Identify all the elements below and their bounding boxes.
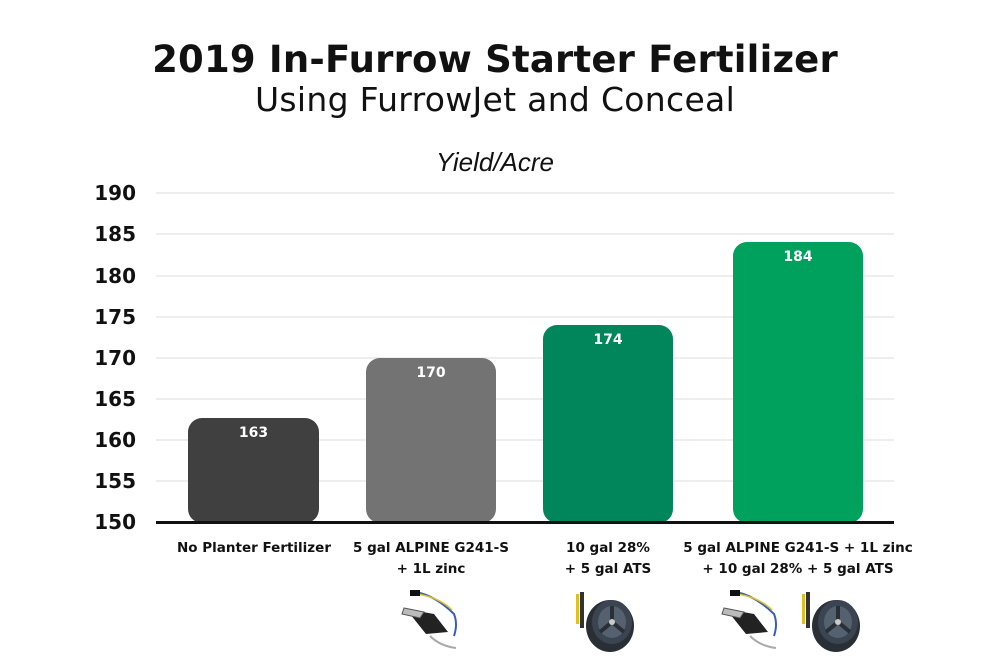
category-label: 5 gal ALPINE G241-S + 1L zinc + 10 gal 2… (668, 538, 928, 580)
bar-full-program: 184 (733, 242, 863, 523)
category-label-line: 5 gal ALPINE G241-S (353, 540, 509, 556)
gridline-160 (156, 439, 894, 441)
bar-28-ats: 174 (543, 325, 673, 523)
y-tick: 175 (94, 305, 136, 329)
x-axis-baseline (156, 521, 894, 524)
category-label: No Planter Fertilizer (154, 538, 354, 559)
bar-value-label: 170 (416, 365, 446, 381)
category-label-line: + 10 gal 28% + 5 gal ATS (702, 561, 894, 577)
axis-caption: Yield/Acre (435, 147, 555, 177)
gridline-180 (156, 275, 894, 277)
y-tick: 165 (94, 387, 136, 411)
y-tick: 150 (94, 510, 136, 534)
y-tick: 185 (94, 222, 136, 246)
bar-alpine-zinc: 170 (366, 358, 496, 523)
gridline-170 (156, 357, 894, 359)
chart-subtitle: Using FurrowJet and Conceal (254, 80, 736, 119)
category-label: 5 gal ALPINE G241-S + 1L zinc (331, 538, 531, 580)
gridline-185 (156, 233, 894, 235)
y-tick: 170 (94, 346, 136, 370)
bar-no-planter-fertilizer: 163 (188, 418, 319, 523)
furrowjet-device-icon (401, 590, 457, 649)
category-label-line: 5 gal ALPINE G241-S + 1L zinc (683, 540, 913, 556)
conceal-device-icon (802, 592, 860, 652)
furrowjet-device-icon (721, 590, 777, 649)
category-label-line: 10 gal 28% (566, 540, 650, 556)
bar-value-label: 184 (783, 249, 813, 265)
gridline-165 (156, 398, 894, 400)
category-label-line: + 1L zinc (396, 561, 466, 577)
chart-title: 2019 In-Furrow Starter Fertilizer (152, 38, 838, 81)
y-tick: 155 (94, 469, 136, 493)
y-tick: 190 (94, 181, 136, 205)
conceal-device-icon (576, 592, 634, 652)
gridline-175 (156, 316, 894, 318)
gridline-155 (156, 480, 894, 482)
category-label-line: No Planter Fertilizer (177, 540, 331, 556)
category-label-line: + 5 gal ATS (564, 561, 652, 577)
bar-value-label: 163 (238, 425, 269, 441)
category-label: 10 gal 28% + 5 gal ATS (508, 538, 708, 580)
gridline-190 (156, 192, 894, 194)
bar-value-label: 174 (593, 332, 623, 348)
y-tick: 160 (94, 428, 136, 452)
y-tick: 180 (94, 264, 136, 288)
